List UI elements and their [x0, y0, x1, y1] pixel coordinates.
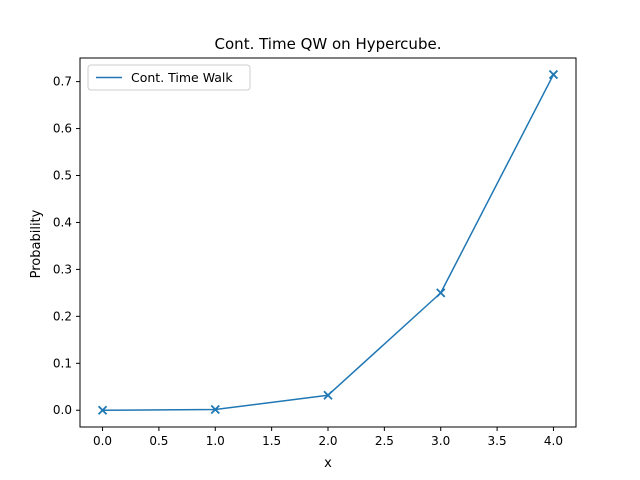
- x-tick-label: 3.5: [488, 434, 507, 448]
- x-tick-label: 0.5: [149, 434, 168, 448]
- y-tick-label: 0.1: [53, 356, 72, 370]
- data-point-marker: [548, 69, 559, 80]
- y-tick-label: 0.0: [53, 403, 72, 417]
- data-point-marker: [436, 288, 446, 298]
- data-point-marker: [97, 405, 108, 415]
- y-axis-label: Probability: [29, 209, 44, 278]
- x-tick-label: 1.5: [262, 434, 281, 448]
- chart-title: Cont. Time QW on Hypercube.: [215, 35, 442, 53]
- x-axis-label: x: [324, 456, 332, 471]
- x-tick-label: 3.0: [431, 434, 450, 448]
- x-tick-label: 4.0: [544, 434, 563, 448]
- legend-box: [87, 64, 251, 91]
- y-tick-label: 0.2: [53, 309, 72, 323]
- y-tick-label: 0.7: [53, 75, 72, 89]
- y-tick-label: 0.3: [53, 262, 72, 276]
- series-line: [102, 74, 555, 411]
- y-tick-label: 0.6: [53, 122, 72, 136]
- y-tick-label: 0.4: [53, 215, 72, 229]
- x-tick-label: 0.0: [93, 434, 112, 448]
- legend-label: Cont. Time Walk: [131, 70, 233, 85]
- y-tick-label: 0.5: [53, 169, 72, 183]
- axes-frame: [79, 57, 577, 428]
- plot-area: 0.0 0.5 1.0 1.5 2.0 2.5 3.0 3.5 4.0 0.0 0.1 0.2 0.3 0…: [53, 57, 577, 448]
- x-tick-label: 2.5: [375, 434, 394, 448]
- x-tick-label: 1.0: [206, 434, 225, 448]
- data-point-marker: [323, 390, 333, 400]
- data-point-marker: [210, 404, 220, 415]
- x-tick-label: 2.0: [318, 434, 337, 448]
